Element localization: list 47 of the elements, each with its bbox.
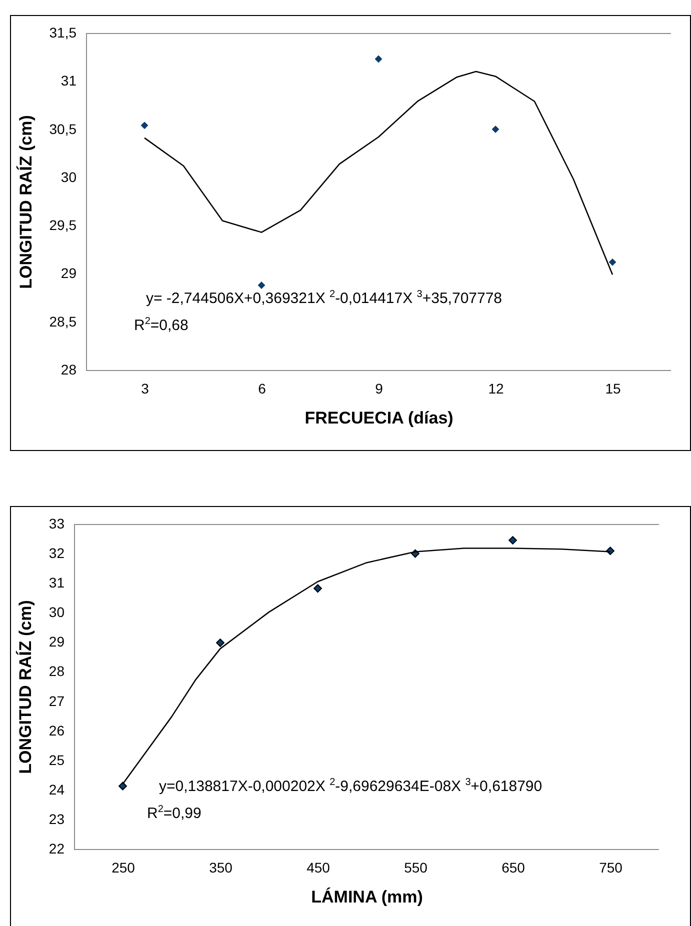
line-series (144, 70, 614, 276)
point (216, 638, 224, 647)
y-tick-label: 31 (60, 72, 77, 89)
y-tick-label: 30 (48, 604, 65, 620)
x-tick-label: 350 (209, 860, 233, 876)
y-tick-label: 33 (48, 516, 65, 532)
x-tick-label: 450 (306, 860, 330, 876)
y-tick-label: 28 (48, 663, 65, 680)
y-tick-label: 29,5 (49, 217, 77, 234)
y-tick-label: 31,5 (49, 24, 77, 40)
x-axis-title: LÁMINA (mm) (311, 886, 423, 906)
y-tick-label: 29 (60, 265, 77, 282)
point (140, 122, 148, 130)
x-tick-label: 750 (599, 860, 623, 876)
x-tick-label: 15 (605, 380, 621, 396)
y-tick-label: 29 (48, 634, 65, 650)
y-tick-label: 31 (48, 574, 65, 591)
y-tick-label: 30,5 (49, 120, 77, 137)
y-tick-label: 28,5 (49, 313, 77, 330)
x-axis-title: FRECUECIA (días) (304, 408, 454, 428)
point (314, 584, 322, 593)
point (508, 536, 517, 544)
point (608, 258, 616, 266)
y-tick-label: 25 (48, 752, 65, 768)
x-tick-label: 12 (488, 380, 504, 396)
y-tick-label: 22 (48, 840, 65, 856)
x-tick-label: 3 (141, 380, 150, 396)
annotation: y= -2,744506X+0,369321X $^{2}$-0,014417X $^{3}$+35,707778 (146, 289, 502, 308)
y-tick-label: 27 (48, 692, 65, 709)
x-tick-label: 550 (404, 860, 428, 876)
annotation: R$^{2}$=0,99 (147, 804, 202, 822)
y-tick-label: 23 (48, 810, 65, 827)
point (118, 782, 127, 790)
point (374, 55, 382, 63)
x-tick-label: 650 (502, 860, 526, 876)
y-tick-label: 28 (60, 362, 77, 378)
x-tick-label: 9 (375, 380, 384, 396)
y-tick-label: 32 (48, 545, 65, 562)
x-tick-label: 250 (112, 860, 136, 876)
y-tick-label: 30 (60, 168, 77, 185)
annotation: R$^{2}$=0,68 (134, 316, 188, 334)
y-tick-label: 24 (48, 781, 65, 798)
y-tick-label: 26 (48, 722, 65, 738)
annotation: y=0,138817X-0,000202X $^{2}$-9,69629634E-08X $^{3}$+0,618790 (159, 777, 542, 796)
y-axis-title: LONGITUD RAÍZ (cm) (15, 115, 36, 289)
x-tick-label: 6 (258, 380, 266, 396)
y-axis-title: LONGITUD RAÍZ (cm) (14, 600, 35, 774)
